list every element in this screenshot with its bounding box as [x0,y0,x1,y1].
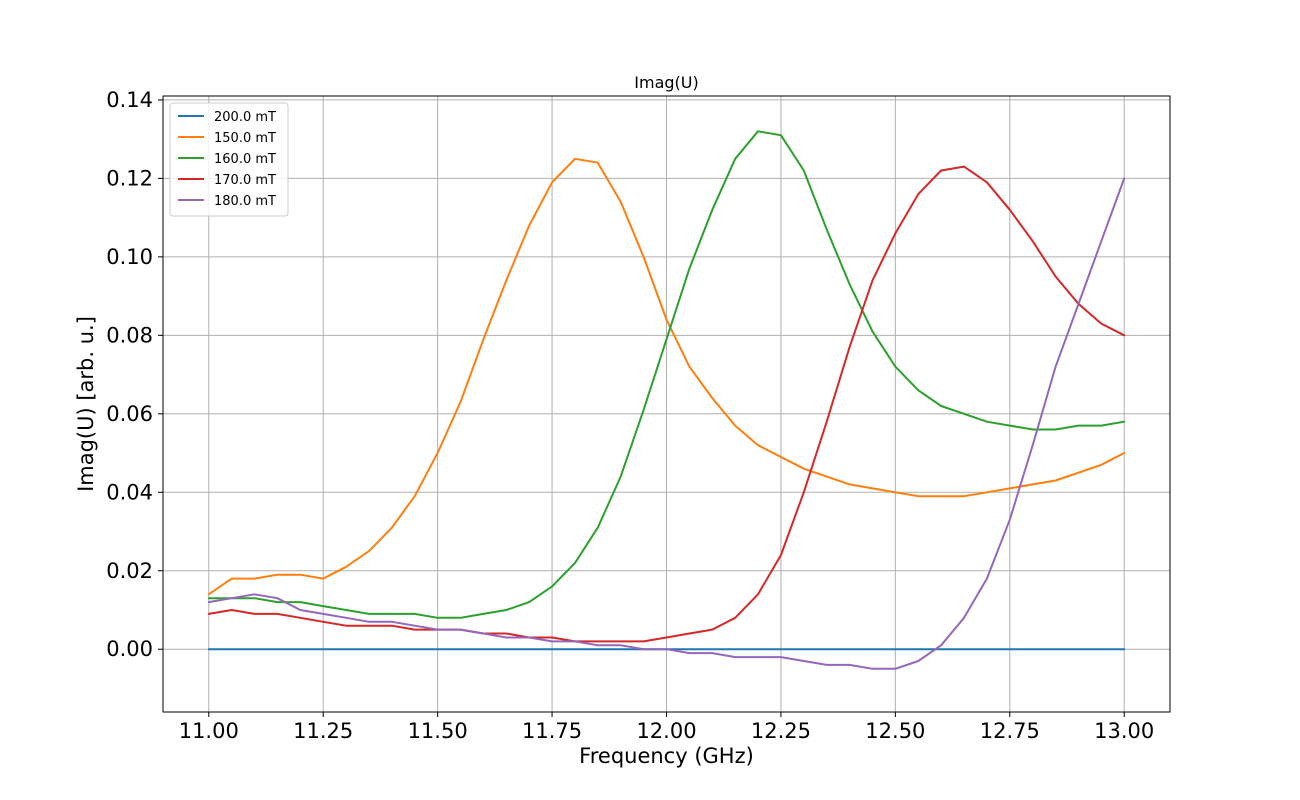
x-axis-label: Frequency (GHz) [579,744,754,768]
y-tick-label: 0.12 [106,166,153,190]
y-tick-label: 0.10 [106,245,153,269]
series-line-170-0-mt [207,165,1126,643]
legend-entry: 170.0 mT [214,173,276,188]
y-axis: 0.00 0.02 0.04 0.06 0.08 0.10 0.12 0.14 [106,88,163,661]
x-tick-label: 12.50 [865,719,925,743]
series-line-180-0-mt [207,177,1126,670]
y-tick-label: 0.02 [106,559,153,583]
x-tick-label: 13.00 [1094,719,1154,743]
y-tick-label: 0.14 [106,88,153,112]
y-tick-label: 0.08 [106,323,153,347]
x-tick-label: 12.75 [980,719,1040,743]
legend-entry: 150.0 mT [214,131,276,146]
x-tick-label: 11.25 [293,719,353,743]
x-tick-label: 11.50 [408,719,468,743]
y-tick-label: 0.04 [106,480,153,504]
legend-entry: 160.0 mT [214,152,276,167]
chart-title: Imag(U) [634,73,698,92]
series-line-160-0-mt [207,130,1126,619]
legend: 200.0 mT 150.0 mT 160.0 mT 170.0 mT 180.0 mT [169,102,289,217]
y-tick-label: 0.06 [106,402,153,426]
plot-area [207,130,1126,670]
x-tick-label: 12.00 [636,719,696,743]
x-tick-label: 12.25 [751,719,811,743]
y-axis-label: Imag(U) [arb. u.] [74,316,98,492]
x-axis: 11.00 11.25 11.50 11.75 12.00 12.25 12.50 12.75… [179,712,1154,743]
legend-entry: 200.0 mT [214,110,276,125]
x-tick-label: 11.75 [522,719,582,743]
series-line-150-0-mt [207,157,1126,596]
legend-box [169,102,289,217]
y-tick-label: 0.00 [106,637,153,661]
x-tick-label: 11.00 [179,719,239,743]
legend-entry: 180.0 mT [214,194,276,209]
